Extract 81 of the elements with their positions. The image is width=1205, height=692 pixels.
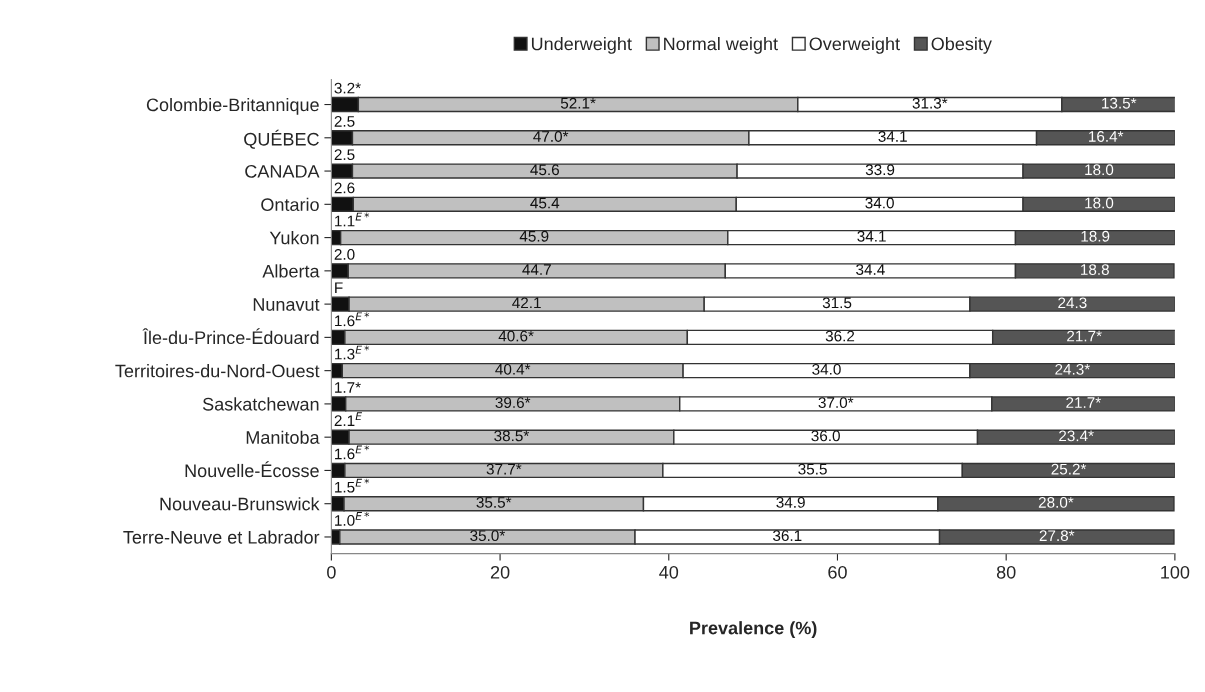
data-label: 28.0* [1038, 496, 1074, 508]
data-label: 2.1$^{E}$ [334, 412, 363, 426]
data-label: 2.5 [334, 115, 355, 127]
data-label: 27.8* [1039, 530, 1075, 542]
data-label: 1.3$^{E*}$ [335, 345, 370, 360]
data-label: 35.5* [476, 496, 512, 508]
x-axis-title: Prevalence (%) [690, 621, 817, 638]
data-label: 18.0 [1085, 164, 1114, 176]
data-label: 2.6 [334, 182, 355, 194]
y-tick-label: Yukon [269, 231, 319, 245]
data-label: 18.9 [1081, 230, 1110, 242]
y-tick-label: Saskatchewan [202, 397, 319, 411]
data-label: 16.4* [1089, 131, 1124, 142]
y-tick-label: Manitoba [246, 430, 320, 444]
y-tick-label: Nouveau-Brunswick [160, 497, 320, 511]
data-label: 47.0* [533, 131, 569, 142]
data-label: 36.1 [773, 530, 802, 542]
x-tick-label: 40 [659, 565, 679, 579]
legend-label: Obesity [931, 37, 992, 54]
x-tick-label: 100 [1161, 565, 1190, 579]
data-label: 21.7* [1066, 397, 1101, 408]
data-label: 45.4 [530, 197, 560, 209]
legend-label: Normal weight [664, 37, 778, 54]
data-label: 23.4* [1059, 430, 1094, 442]
y-tick-label: Terre-Neuve et Labrador [123, 530, 320, 544]
y-tick-label: Nunavut [253, 298, 320, 311]
data-label: 38.5* [494, 430, 530, 442]
x-tick-label: 20 [490, 565, 510, 579]
y-tick-label: Colombie-Britannique [146, 97, 319, 115]
data-label: 45.9 [519, 230, 549, 242]
data-label: 18.0 [1085, 197, 1114, 209]
y-tick-label: QUÉBEC [244, 129, 319, 149]
data-label: 36.2 [825, 330, 855, 342]
data-label: 1.5$^{E*}$ [335, 478, 370, 493]
data-label: 34.0 [812, 363, 841, 375]
data-label: 31.3* [912, 97, 948, 109]
legend-label: Overweight [809, 37, 900, 54]
data-label: 18.8 [1081, 264, 1109, 275]
y-tick-label: Nouvelle-Écosse [185, 461, 319, 478]
y-tick-label: Île-du-Prince-Édouard [142, 328, 319, 345]
data-label: 40.6* [498, 330, 534, 342]
data-label: 31.5 [822, 297, 852, 309]
x-tick-label: 60 [828, 565, 847, 579]
y-tick-label: Territoires-du-Nord-Ouest [115, 364, 320, 378]
data-label: 35.0* [470, 530, 506, 542]
data-label: 24.3 [1058, 297, 1087, 309]
x-tick-label: 0 [327, 565, 336, 579]
data-label: 21.7* [1067, 330, 1102, 342]
data-label: 37.0* [818, 397, 854, 409]
data-label: 2.5 [334, 149, 355, 161]
data-label: 1.6$^{E*}$ [335, 312, 370, 327]
data-label: 39.6* [495, 397, 531, 409]
data-label: 45.6 [530, 164, 559, 176]
data-label: 34.1 [878, 131, 907, 142]
data-label: 2.0 [334, 249, 355, 260]
data-label: 24.3* [1055, 363, 1090, 375]
data-label: 35.5 [798, 463, 827, 475]
data-label: 44.7 [522, 264, 551, 275]
data-label: 37.7* [486, 463, 522, 475]
data-label: 34.9 [776, 496, 805, 508]
data-label: 13.5* [1102, 97, 1137, 109]
data-label: 40.4* [495, 363, 531, 375]
data-label: 34.4 [856, 264, 885, 275]
data-label: 36.0 [811, 430, 840, 442]
data-label: 3.2* [334, 82, 361, 94]
data-label: 1.0$^{E*}$ [335, 511, 370, 526]
data-label: 1.1$^{E*}$ [335, 212, 370, 227]
y-tick-label: Ontario [261, 197, 319, 212]
data-label: 42.1 [512, 297, 541, 309]
data-label: 52.1* [560, 97, 596, 109]
data-label: 1.6$^{E*}$ [335, 445, 370, 460]
data-label: F [335, 282, 343, 293]
legend-label: Underweight [531, 37, 632, 54]
data-label: 33.9 [865, 164, 895, 176]
data-label: 1.7* [335, 382, 361, 393]
data-label: 34.1 [857, 230, 886, 242]
data-label: 25.2* [1051, 463, 1087, 475]
y-tick-label: CANADA [245, 164, 320, 178]
x-tick-label: 80 [996, 565, 1016, 579]
y-tick-label: Alberta [262, 264, 320, 278]
data-label: 34.0 [865, 197, 894, 209]
